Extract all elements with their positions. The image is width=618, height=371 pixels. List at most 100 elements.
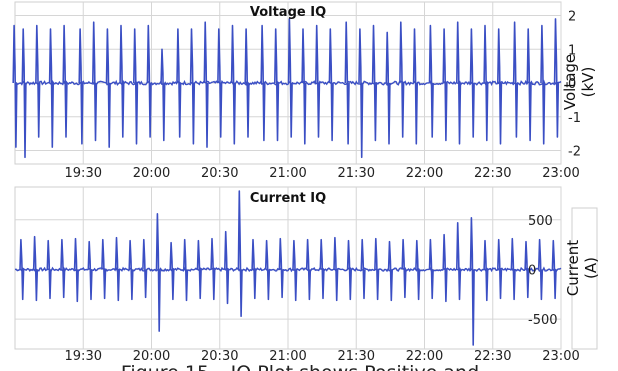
current-x-tick-label: 21:00 xyxy=(269,349,306,364)
voltage-y-axis-label: Voltage (kV) xyxy=(561,54,597,110)
current-pulse xyxy=(60,238,66,299)
current-pulse xyxy=(210,237,216,301)
voltage-iq-chart: Voltage IQ -2 -1 0 1 2 19:30 20:00 20:30 21:00 2… xyxy=(12,1,597,181)
voltage-pulse xyxy=(328,28,334,142)
current-y-axis-label: Current (A) xyxy=(564,240,600,296)
voltage-y-tick-label: -2 xyxy=(568,145,581,160)
voltage-pulse xyxy=(553,18,560,138)
current-x-tick-label: 21:30 xyxy=(338,349,375,364)
voltage-gridlines xyxy=(15,2,562,164)
current-pulse xyxy=(87,240,93,301)
voltage-pulse xyxy=(371,24,378,142)
voltage-pulse xyxy=(78,28,84,145)
current-pulse xyxy=(305,238,312,301)
current-x-tick-label: 20:00 xyxy=(133,349,170,364)
current-pulse xyxy=(346,239,352,301)
current-pulse xyxy=(497,238,503,300)
voltage-pulse xyxy=(526,28,532,142)
voltage-x-tick-label: 23:00 xyxy=(542,166,579,181)
current-pulse xyxy=(32,235,39,302)
voltage-x-tick-label: 22:00 xyxy=(406,166,443,181)
voltage-pulse xyxy=(48,28,54,148)
current-pulse xyxy=(19,238,25,301)
current-pulse xyxy=(169,241,175,301)
current-chart-title: Current IQ xyxy=(250,191,326,206)
voltage-x-tick-label: 21:00 xyxy=(269,166,306,181)
voltage-pulse xyxy=(412,28,418,145)
voltage-pulse xyxy=(230,24,236,145)
current-pulse xyxy=(264,239,271,301)
voltage-pulse xyxy=(21,28,27,159)
voltage-pulse xyxy=(512,21,519,138)
voltage-pulse xyxy=(160,48,166,142)
current-x-tick-labels: 19:30 20:00 20:30 21:00 21:30 22:00 22:30 23:00 xyxy=(65,349,580,364)
current-pulse xyxy=(524,240,530,299)
voltage-pulse xyxy=(456,21,462,145)
current-x-tick-label: 20:30 xyxy=(201,349,238,364)
voltage-x-tick-label: 22:30 xyxy=(474,166,511,181)
voltage-pulse xyxy=(260,24,266,142)
voltage-x-tick-label: 20:00 xyxy=(133,166,170,181)
current-noise-trace xyxy=(14,266,562,273)
current-x-tick-label: 22:00 xyxy=(406,349,443,364)
voltage-y-tick-label: 1 xyxy=(568,43,576,58)
current-pulse xyxy=(155,213,161,332)
current-pulse xyxy=(114,236,120,302)
current-pulse xyxy=(73,237,79,303)
current-pulse xyxy=(537,238,544,301)
voltage-pulse xyxy=(244,28,250,138)
current-pulse xyxy=(183,238,189,302)
current-pulse xyxy=(101,238,107,300)
voltage-x-tick-label: 20:30 xyxy=(201,166,238,181)
voltage-pulse xyxy=(344,21,350,145)
voltage-pulse xyxy=(176,28,182,138)
voltage-pulse xyxy=(358,28,364,159)
current-x-tick-label: 19:30 xyxy=(65,349,102,364)
voltage-y-tick-label: -1 xyxy=(568,111,581,126)
voltage-y-tick-label: 2 xyxy=(568,10,576,25)
voltage-pulse xyxy=(497,28,503,145)
current-pulse xyxy=(128,239,134,301)
current-ylabel-line2: (A) xyxy=(582,257,600,279)
current-pulse xyxy=(510,237,516,301)
voltage-x-tick-label: 21:30 xyxy=(338,166,375,181)
current-iq-chart: Current IQ -500 0 500 19:30 20:00 20:30 21:00… xyxy=(14,186,600,364)
current-pulse xyxy=(46,239,52,300)
current-y-tick-label: 0 xyxy=(528,263,536,278)
current-label-box xyxy=(571,207,598,350)
current-pulse xyxy=(374,237,380,301)
current-pulse xyxy=(142,238,148,299)
current-pulse xyxy=(483,239,489,302)
voltage-pulse xyxy=(483,24,489,142)
current-ylabel-line1: Current xyxy=(564,240,582,296)
current-pulse xyxy=(387,240,393,302)
voltage-pulse xyxy=(92,21,98,142)
voltage-y-tick-label: 0 xyxy=(568,77,576,92)
voltage-pulse xyxy=(133,28,139,145)
voltage-pulse xyxy=(146,24,152,138)
current-pulse xyxy=(456,222,462,301)
voltage-pulse xyxy=(540,24,546,145)
current-y-tick-label: 500 xyxy=(528,214,553,229)
voltage-pulse xyxy=(105,28,111,148)
voltage-pulse xyxy=(287,18,293,138)
voltage-pulse xyxy=(301,28,307,145)
voltage-pulse xyxy=(217,28,223,138)
current-pulse xyxy=(224,230,230,305)
current-pulse xyxy=(319,238,325,300)
voltage-pulse xyxy=(399,21,405,138)
current-pulse xyxy=(251,238,257,300)
current-pulse xyxy=(415,239,421,301)
voltage-pulse xyxy=(428,24,434,138)
current-series xyxy=(14,190,562,346)
current-pulse xyxy=(333,236,339,302)
current-pulse xyxy=(469,217,475,346)
voltage-pulse xyxy=(35,24,41,138)
current-pulse xyxy=(292,239,298,302)
voltage-pulse xyxy=(12,24,18,148)
current-pulse xyxy=(237,190,243,317)
voltage-pulse xyxy=(62,24,68,138)
current-pulse xyxy=(196,239,202,300)
voltage-y-tick-labels: -2 -1 0 1 2 xyxy=(568,10,581,160)
